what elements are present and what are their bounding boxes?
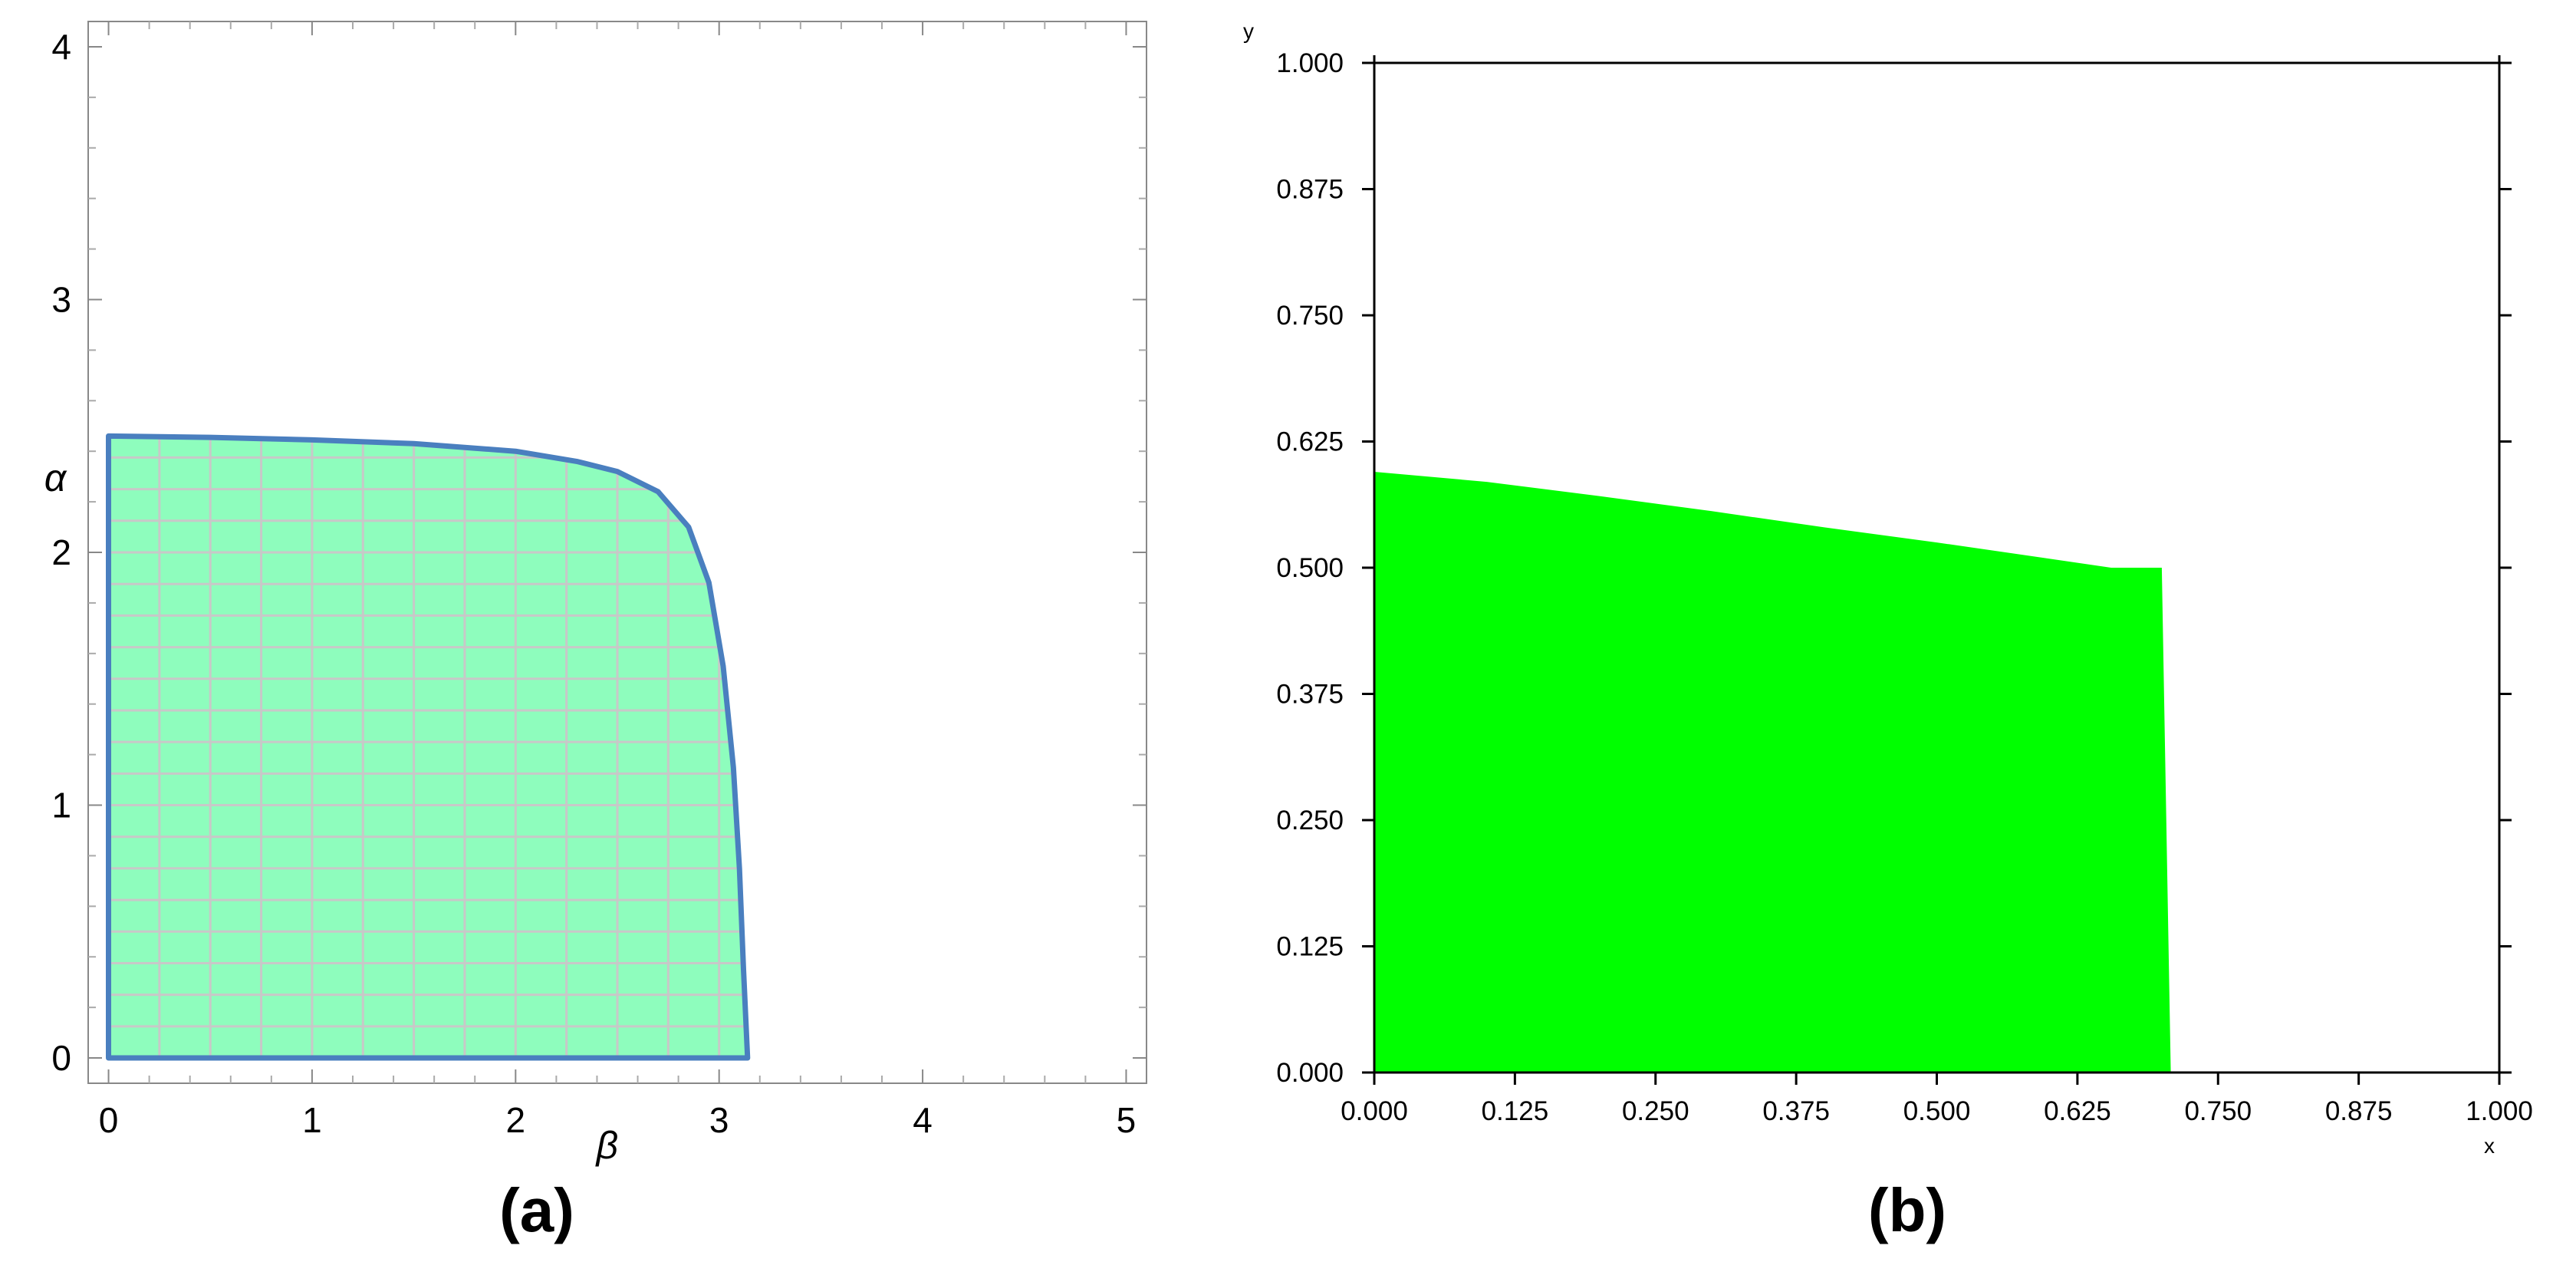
panel-b-y-tick-label: 0.375: [1276, 680, 1344, 710]
panel-b-y-tick-label: 0.750: [1276, 301, 1344, 331]
panel-b-x-tick-label: 0.250: [1622, 1096, 1689, 1126]
panel-a-x-tick-label: 4: [913, 1100, 933, 1140]
panel-a-region-grid: [108, 436, 748, 1058]
panel-a-y-axis-label: α: [44, 456, 67, 499]
panel-a-y-tick-label: 0: [51, 1038, 71, 1078]
panel-b-x-tick-label: 0.750: [2184, 1096, 2252, 1126]
panel-a-x-axis-label: β: [594, 1124, 618, 1167]
panel-a-ticks: 0 1 2 3 4 5 0 1 2 3 4: [51, 21, 1147, 1140]
panel-b-y-tick-label: 0.250: [1276, 806, 1344, 835]
panel-b-y-axis-label: y: [1243, 19, 1254, 43]
panel-b-y-tick-label: 0.875: [1276, 175, 1344, 205]
panel-a-x-tick-label: 3: [709, 1100, 729, 1140]
panel-a-caption: (a): [499, 1176, 574, 1244]
panel-a-y-tick-label: 4: [51, 27, 71, 67]
panel-b-x-tick-label: 0.375: [1762, 1096, 1830, 1126]
panel-a-region-boundary: [106, 433, 751, 1061]
panel-b-x-tick-label: 0.125: [1482, 1096, 1549, 1126]
panel-b-x-tick-label: 1.000: [2466, 1096, 2533, 1126]
panel-a-x-tick-label: 1: [302, 1100, 322, 1140]
panel-a-feasible-region: [108, 436, 748, 1058]
panel-a-y-tick-label: 2: [51, 532, 71, 572]
panel-a-x-tick-label: 5: [1117, 1100, 1137, 1140]
panel-b-x-axis-label: x: [2484, 1134, 2495, 1158]
panel-b-caption: (b): [1868, 1176, 1946, 1244]
panel-b-y-tick-label: 1.000: [1276, 48, 1344, 78]
panel-b-ticks: 0.000 0.125 0.250 0.375 0.500 0.625 0.750 0.875…: [1276, 48, 2532, 1126]
panel-b-y-tick-label: 0.000: [1276, 1058, 1344, 1088]
panel-a-y-tick-label: 3: [51, 279, 71, 319]
panel-a-x-tick-label: 0: [99, 1100, 119, 1140]
panel-b: 0.000 0.125 0.250 0.375 0.500 0.625 0.750 0.875…: [1243, 19, 2533, 1244]
panel-b-x-tick-label: 0.875: [2325, 1096, 2393, 1126]
panel-b-y-tick-label: 0.500: [1276, 553, 1344, 583]
panel-b-x-tick-label: 0.500: [1903, 1096, 1971, 1126]
panel-b-feasible-region: [1374, 472, 2171, 1073]
panel-b-y-tick-label: 0.625: [1276, 427, 1344, 457]
panel-a: 0 1 2 3 4 5 0 1 2 3 4 β α (a): [44, 21, 1147, 1244]
panel-a-x-tick-label: 2: [506, 1100, 526, 1140]
panel-b-x-tick-label: 0.625: [2044, 1096, 2111, 1126]
panel-a-y-tick-label: 1: [51, 786, 71, 825]
panel-b-y-tick-label: 0.125: [1276, 932, 1344, 962]
panel-b-x-tick-label: 0.000: [1341, 1096, 1408, 1126]
